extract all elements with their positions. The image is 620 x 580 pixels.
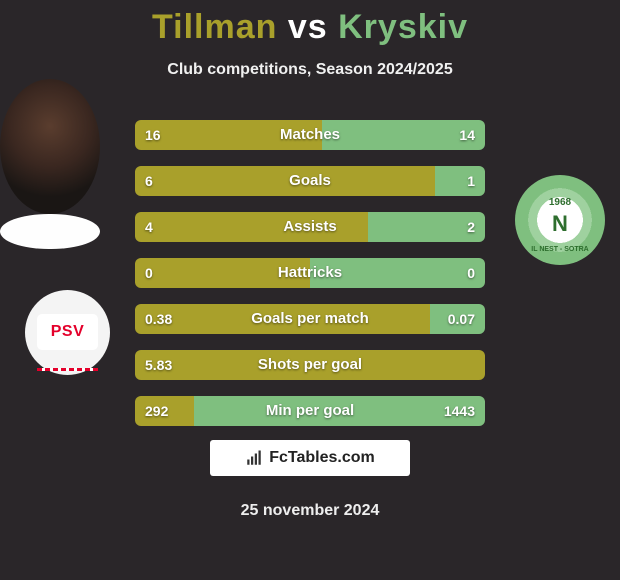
bar-left-fill [135,212,368,242]
bar-left-fill [135,396,194,426]
stat-row: 61Goals [135,166,485,196]
bar-right-fill [435,166,485,196]
stat-bars: 1614Matches 61Goals 42Assists 00Hattricks 0.… [135,120,485,442]
player-left-photo [0,79,100,214]
stat-row: 1614Matches [135,120,485,150]
stat-row: 2921443Min per goal [135,396,485,426]
bar-left-fill [135,120,322,150]
bar-right-fill [310,258,485,288]
stat-row: 0.380.07Goals per match [135,304,485,334]
club-right-year: 1968 [515,197,605,208]
stat-row: 42Assists [135,212,485,242]
chart-icon [245,449,263,467]
club-left-text: PSV [37,314,98,350]
bar-right-fill [322,120,485,150]
club-left-stripes [37,368,98,371]
bar-right-fill [430,304,485,334]
player-left-name: Tillman [152,8,277,46]
bar-left-fill [135,350,485,380]
stat-row: 00Hattricks [135,258,485,288]
bar-left-fill [135,166,435,196]
club-right-letter: N [515,211,605,237]
stat-row: 5.83Shots per goal [135,350,485,380]
bar-right-fill [194,396,485,426]
bar-left-fill [135,304,430,334]
subtitle: Club competitions, Season 2024/2025 [0,61,620,79]
brand-text: FcTables.com [269,449,375,467]
date-text: 25 november 2024 [0,502,620,520]
vs-text: vs [288,8,328,46]
bar-left-fill [135,258,310,288]
brand-box: FcTables.com [210,440,410,476]
comparison-title: Tillman vs Kryskiv [0,0,620,47]
player-right-photo [0,214,100,249]
bar-right-fill [368,212,485,242]
club-right-name: IL NEST - SOTRA [515,246,605,253]
player-right-name: Kryskiv [338,8,468,46]
club-right-badge: 1968 N IL NEST - SOTRA [515,175,605,265]
club-left-badge: PSV [25,290,110,375]
